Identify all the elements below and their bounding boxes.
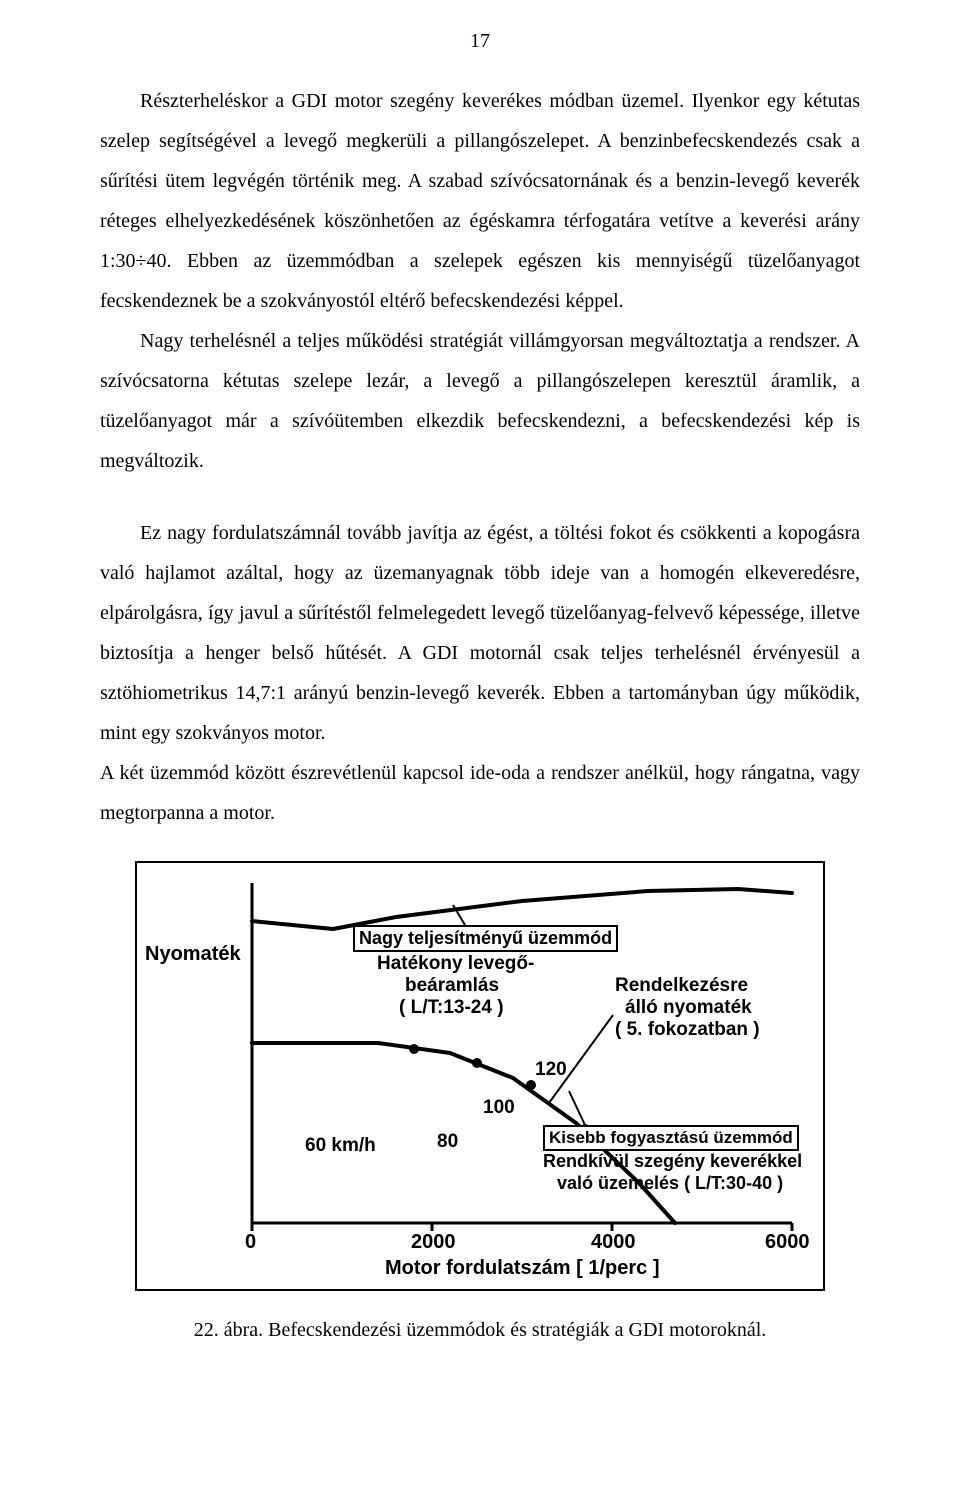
x-axis-label: Motor fordulatszám [ 1/perc ] [385, 1257, 659, 1280]
avail-torque-3: ( 5. fokozatban ) [615, 1019, 760, 1041]
figure-caption: 22. ábra. Befecskendezési üzemmódok és s… [194, 1319, 767, 1342]
xtick-4000: 4000 [591, 1231, 636, 1254]
mode-high-sub1: Hatékony levegő- [377, 953, 534, 975]
xtick-0: 0 [245, 1231, 256, 1254]
mode-low-sub2: való üzemelés ( L/T:30-40 ) [557, 1173, 783, 1194]
speed-100: 100 [483, 1097, 515, 1119]
mode-high-sub3: ( L/T:13-24 ) [399, 997, 504, 1019]
mode-high-sub2: beáramlás [405, 975, 499, 997]
xtick-2000: 2000 [411, 1231, 456, 1254]
xtick-6000: 6000 [765, 1231, 810, 1254]
figure-box: Nyomaték Nagy teljesítményű üzemmód Haté… [135, 861, 825, 1291]
page-number: 17 [100, 30, 860, 53]
paragraph-2: Nagy terhelésnél a teljes működési strat… [100, 321, 860, 481]
avail-torque-1: Rendelkezésre [615, 975, 748, 997]
mode-low-sub1: Rendkívül szegény keverékkel [543, 1151, 802, 1172]
speed-60: 60 km/h [305, 1135, 376, 1157]
mode-high-box: Nagy teljesítményű üzemmód [353, 925, 618, 952]
speed-120: 120 [535, 1059, 567, 1081]
avail-torque-2: álló nyomaték [625, 997, 752, 1019]
figure-22: Nyomaték Nagy teljesítményű üzemmód Haté… [100, 861, 860, 1342]
paragraph-3: Ez nagy fordulatszámnál tovább javítja a… [100, 513, 860, 753]
y-axis-label: Nyomaték [145, 943, 241, 966]
paragraph-1: Részterheléskor a GDI motor szegény keve… [100, 81, 860, 321]
paragraph-4: A két üzemmód között észrevétlenül kapcs… [100, 753, 860, 833]
speed-80: 80 [437, 1131, 458, 1153]
mode-low-box: Kisebb fogyasztású üzemmód [543, 1125, 799, 1151]
